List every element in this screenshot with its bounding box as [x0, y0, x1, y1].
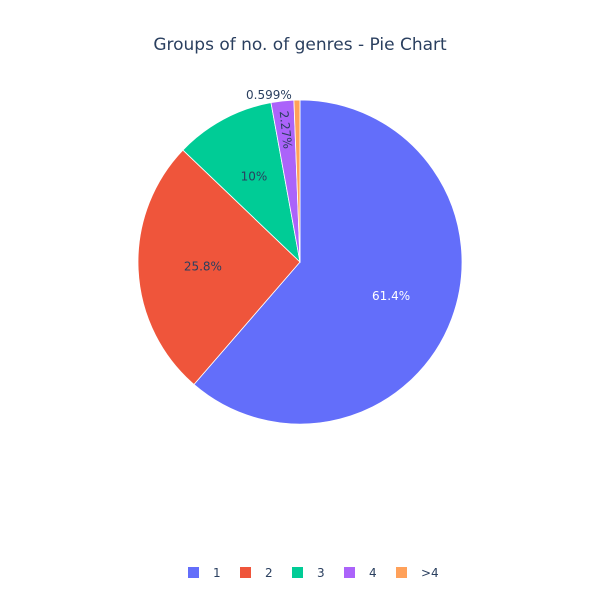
legend-swatch-3[interactable] — [292, 567, 303, 578]
legend-label-4[interactable]: 4 — [369, 566, 377, 580]
legend: 1 2 3 4 >4 — [188, 566, 439, 580]
slice-label-4: 2.27% — [277, 110, 295, 149]
chart-title: Groups of no. of genres - Pie Chart — [153, 35, 447, 55]
slice-label-1: 61.4% — [372, 289, 410, 303]
pie-slice-3 — [182, 102, 301, 264]
legend-label-5[interactable]: >4 — [421, 566, 439, 580]
legend-swatch-5[interactable] — [396, 567, 407, 578]
legend-swatch-4[interactable] — [344, 567, 355, 578]
slice-label-5: 0.599% — [246, 88, 292, 102]
slice-label-2: 25.8% — [184, 260, 222, 274]
pie-slice-1 — [193, 99, 463, 425]
legend-label-3[interactable]: 3 — [317, 566, 325, 580]
legend-swatch-2[interactable] — [240, 567, 251, 578]
legend-label-2[interactable]: 2 — [265, 566, 273, 580]
pie-slice-labels: 61.4% 25.8% 10% 2.27% 0.599% — [184, 88, 410, 303]
pie-slice-5 — [293, 99, 301, 263]
pie-slice-2 — [137, 149, 301, 386]
legend-swatch-1[interactable] — [188, 567, 199, 578]
legend-label-1[interactable]: 1 — [213, 566, 221, 580]
slice-label-3: 10% — [241, 169, 268, 183]
pie-slices — [137, 99, 463, 425]
